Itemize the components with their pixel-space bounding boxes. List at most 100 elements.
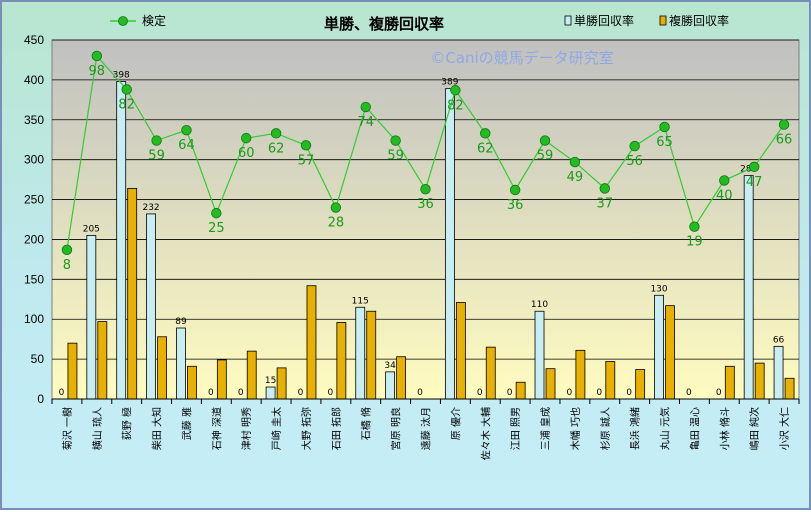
kentei-point [300, 140, 312, 151]
kentei-point [330, 202, 342, 213]
kentei-data-label: 59 [387, 149, 404, 164]
kentei-point [181, 124, 192, 136]
x-category-label: 津村 明秀 [240, 407, 253, 450]
kentei-data-label: 57 [298, 153, 315, 168]
legend-win-label: 単勝回収率 [574, 13, 634, 28]
place-bar [276, 367, 287, 400]
place-bar [216, 359, 227, 400]
win-data-label: 0 [208, 388, 214, 398]
place-bar [754, 362, 765, 400]
win-data-label: 0 [59, 388, 65, 398]
kentei-point [599, 183, 610, 194]
watermark-text: ©Caniの競馬データ研究室 [430, 49, 613, 67]
place-bar [127, 187, 138, 400]
kentei-point [91, 50, 103, 62]
x-category-label: 杉原 誠人 [599, 407, 612, 450]
x-category-label: 長浜 鴻緒 [629, 407, 642, 450]
kentei-data-label: 47 [746, 175, 763, 190]
win-data-label: 0 [626, 388, 632, 398]
place-bar [665, 305, 675, 400]
kentei-data-label: 66 [776, 133, 793, 148]
kentei-point [689, 221, 700, 232]
x-category-label: 柴田 大知 [151, 407, 164, 450]
place-bar [455, 302, 466, 400]
kentei-data-label: 59 [537, 149, 554, 164]
win-data-label: 232 [142, 203, 159, 213]
place-bar [157, 336, 167, 400]
kentei-data-label: 82 [118, 97, 135, 112]
place-bar [336, 322, 347, 400]
y-tick-label: 250 [24, 193, 44, 207]
win-bar [355, 306, 366, 400]
place-bar [784, 377, 795, 400]
win-bar [385, 371, 396, 400]
win-data-label: 15 [265, 376, 276, 386]
win-data-label: 205 [83, 224, 100, 234]
y-tick-label: 350 [24, 113, 44, 127]
y-tick-label: 200 [24, 232, 44, 246]
y-axis: 0 50 100 150 200 250 300 350 400 450 [24, 33, 44, 406]
x-category-label: 宮原 明良 [390, 407, 403, 450]
kentei-data-label: 62 [477, 141, 494, 156]
win-bar [773, 345, 784, 400]
legend-line-label: 検定 [142, 13, 166, 28]
win-data-label: 0 [238, 388, 244, 398]
y-tick-label: 0 [37, 392, 44, 406]
y-tick-label: 450 [24, 33, 44, 47]
place-bar [605, 361, 616, 400]
place-bar [545, 368, 556, 400]
win-bar [265, 386, 276, 400]
kentei-data-label: 8 [63, 258, 71, 273]
legend: 検定 単勝回収率 複勝回収率 [110, 13, 729, 28]
kentei-point [748, 161, 760, 173]
x-category-label: 石田 拓郎 [330, 407, 343, 450]
kentei-point [480, 128, 491, 139]
win-data-label: 0 [686, 388, 692, 398]
kentei-data-label: 40 [716, 188, 733, 203]
kentei-point [659, 121, 670, 133]
kentei-data-label: 82 [447, 98, 464, 113]
kentei-data-label: 19 [686, 235, 703, 250]
kentei-point [211, 207, 222, 219]
kentei-data-label: 56 [626, 154, 643, 169]
win-data-label: 389 [441, 78, 458, 88]
win-bar [146, 213, 156, 400]
kentei-data-label: 60 [238, 146, 255, 161]
kentei-line: 8 98 82 59 64 25 60 62 57 28 74 59 36 82 62 36 59 49 37 56 6… [61, 50, 793, 273]
win-data-label: 89 [175, 317, 187, 327]
place-bar [515, 381, 526, 400]
win-bar [444, 88, 455, 400]
place-bar [366, 310, 377, 400]
win-bar [654, 294, 664, 400]
kentei-point [450, 85, 461, 96]
kentei-point [719, 175, 730, 186]
chart-title: 単勝、複勝回収率 [324, 15, 444, 33]
x-category-label: 大野 拓弥 [300, 407, 313, 450]
y-tick-label: 50 [31, 352, 45, 366]
win-data-label: 34 [384, 361, 396, 371]
place-bar [396, 356, 407, 400]
win-data-label: 0 [298, 388, 304, 398]
kentei-data-label: 36 [507, 198, 524, 213]
place-bar [246, 350, 257, 400]
legend-marker-icon [118, 16, 128, 26]
win-data-label: 66 [773, 335, 785, 345]
x-category-label: 菊沢 一樹 [61, 407, 74, 450]
win-data-label: 0 [716, 388, 722, 398]
legend-win-swatch [564, 15, 572, 26]
kentei-data-label: 62 [268, 141, 285, 156]
y-tick-label: 400 [24, 73, 44, 87]
x-category-label: 亀田 温心 [688, 407, 701, 450]
win-data-label: 0 [596, 388, 602, 398]
win-bar [86, 235, 97, 400]
legend-place-label: 複勝回収率 [669, 13, 729, 28]
place-bar [485, 346, 496, 400]
win-data-label: 0 [477, 388, 483, 398]
kentei-data-label: 37 [597, 196, 614, 211]
x-category-label: 原 優介 [449, 407, 462, 440]
x-category-label: 石橋 脩 [360, 407, 373, 440]
legend-place-swatch [659, 15, 667, 26]
kentei-point [778, 119, 790, 130]
kentei-point [509, 184, 521, 196]
